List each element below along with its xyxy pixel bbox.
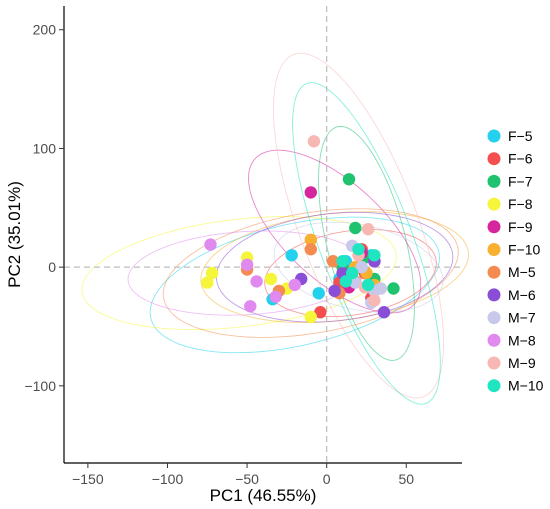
point-s4-4 xyxy=(264,272,278,286)
x-tick-label: 50 xyxy=(398,471,414,487)
point-s1-1 xyxy=(285,249,298,262)
point-s10-3 xyxy=(250,275,263,288)
legend-label: F−6 xyxy=(508,151,533,167)
point-s3-1 xyxy=(342,173,356,186)
legend-swatch xyxy=(487,265,501,279)
point-s10-1 xyxy=(204,238,217,251)
point-s8-5 xyxy=(377,306,391,319)
point-s9-2 xyxy=(355,260,368,274)
point-s5-1 xyxy=(304,186,317,199)
x-tick-label: 0 xyxy=(323,471,331,487)
x-tick-label: −50 xyxy=(235,471,259,487)
point-s10-6 xyxy=(288,278,301,292)
point-s3-2 xyxy=(349,221,362,235)
legend-swatch xyxy=(487,152,501,166)
point-s11-2 xyxy=(361,223,375,236)
point-s7-4 xyxy=(326,255,340,268)
point-s7-3 xyxy=(304,243,317,256)
legend-label: M−7 xyxy=(508,310,536,326)
point-s12-6 xyxy=(368,249,381,262)
x-axis-label: PC1 (46.55%) xyxy=(210,486,317,505)
legend-swatch xyxy=(487,379,501,393)
legend-swatch xyxy=(487,220,501,234)
y-tick-label: 100 xyxy=(33,140,57,156)
legend-swatch xyxy=(487,174,501,188)
ellipse-7 xyxy=(162,208,459,338)
data-points xyxy=(201,135,400,324)
point-s9-6 xyxy=(349,276,362,289)
legend: F−5 F−6 F−7 F−8 F−9 F−10 M−5 M−6 M−7 M−8 M−9 M−10 xyxy=(487,128,544,394)
reference-lines xyxy=(64,6,462,463)
point-s3-5 xyxy=(387,282,400,295)
legend-label: M−6 xyxy=(508,287,536,303)
x-tick-label: −150 xyxy=(72,471,104,487)
confidence-ellipses xyxy=(81,52,469,405)
legend-swatch xyxy=(487,311,501,325)
point-s12-5 xyxy=(361,278,375,292)
point-s10-5 xyxy=(244,300,257,313)
point-s4-2 xyxy=(201,276,214,289)
axes: −150 −100 −50 0 50 200 100 0 −100 xyxy=(24,6,462,487)
y-axis-label: PC2 (35.01%) xyxy=(5,181,24,288)
legend-label: F−9 xyxy=(508,219,533,235)
point-s12-1 xyxy=(336,255,349,268)
ellipse-10 xyxy=(127,230,367,316)
ellipse-3 xyxy=(318,125,415,361)
ellipse-12 xyxy=(292,82,441,405)
x-tick-label: −100 xyxy=(152,471,184,487)
point-s4-6 xyxy=(304,310,317,324)
legend-swatch xyxy=(487,243,501,256)
legend-label: M−9 xyxy=(508,355,536,371)
point-s6-1 xyxy=(304,233,317,246)
point-s2-1 xyxy=(314,306,327,319)
legend-label: M−8 xyxy=(508,332,536,348)
point-s11-4 xyxy=(368,294,381,307)
legend-swatch xyxy=(487,129,501,143)
legend-label: F−5 xyxy=(508,128,533,144)
point-s9-5 xyxy=(374,282,387,295)
legend-swatch xyxy=(487,356,501,370)
point-s10-2 xyxy=(240,258,254,271)
y-tick-label: 200 xyxy=(33,22,57,38)
legend-swatch xyxy=(487,197,501,211)
point-s8-2 xyxy=(328,284,341,298)
ellipse-6 xyxy=(200,211,469,324)
point-s4-1 xyxy=(205,266,219,280)
point-s10-4 xyxy=(269,290,282,303)
point-s1-3 xyxy=(312,287,325,300)
point-s12-4 xyxy=(339,275,352,288)
ellipse-11 xyxy=(273,52,444,399)
point-s12-3 xyxy=(352,243,365,256)
ellipse-8 xyxy=(215,211,454,323)
legend-label: F−7 xyxy=(508,173,533,189)
legend-label: M−5 xyxy=(508,264,536,280)
y-tick-label: 0 xyxy=(48,259,56,275)
y-tick-label: −100 xyxy=(24,378,56,394)
point-s11-1 xyxy=(307,135,321,148)
legend-swatch xyxy=(487,333,501,347)
legend-label: F−8 xyxy=(508,196,533,212)
legend-label: F−10 xyxy=(508,242,541,258)
ellipse-2 xyxy=(264,229,437,318)
legend-label: M−10 xyxy=(508,378,544,394)
legend-swatch xyxy=(487,288,501,302)
